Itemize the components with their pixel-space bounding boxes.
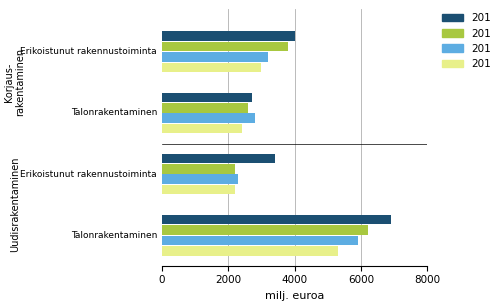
Bar xyxy=(162,93,251,102)
Bar xyxy=(162,113,255,123)
Bar xyxy=(162,31,295,41)
Bar xyxy=(162,175,238,184)
Bar xyxy=(162,103,248,113)
Text: Uudisrakentaminen: Uudisrakentaminen xyxy=(10,157,20,252)
Bar xyxy=(162,164,235,174)
Bar xyxy=(162,246,338,255)
Text: Korjaus-
rakentaminen: Korjaus- rakentaminen xyxy=(4,48,26,117)
Bar xyxy=(162,154,275,163)
Bar xyxy=(162,225,367,235)
X-axis label: milj. euroa: milj. euroa xyxy=(265,291,324,301)
Bar xyxy=(162,236,357,245)
Text: Erikoistunut rakennustoiminta: Erikoistunut rakennustoiminta xyxy=(21,170,157,178)
Bar xyxy=(162,215,391,224)
Bar xyxy=(162,42,288,51)
Text: Talonrakentaminen: Talonrakentaminen xyxy=(71,231,157,240)
Bar xyxy=(162,185,235,194)
Bar xyxy=(162,124,242,133)
Bar xyxy=(162,63,261,72)
Text: Erikoistunut rakennustoiminta: Erikoistunut rakennustoiminta xyxy=(21,47,157,56)
Bar xyxy=(162,52,268,62)
Legend: 2015, 2014, 2013, 2012: 2015, 2014, 2013, 2012 xyxy=(437,9,491,73)
Text: Talonrakentaminen: Talonrakentaminen xyxy=(71,108,157,117)
